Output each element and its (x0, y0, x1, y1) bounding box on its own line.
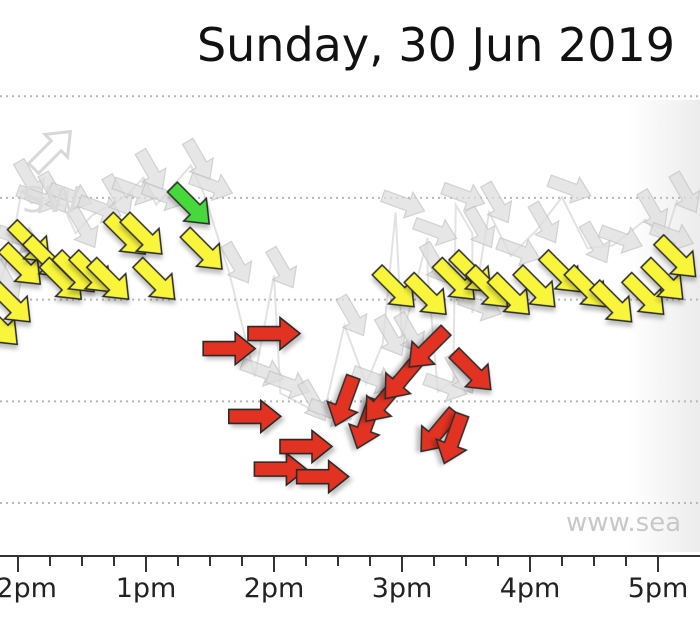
legend-arrow-shape (26, 129, 73, 176)
wind-arrow-yellow (179, 226, 223, 270)
wind-arrow-yellow (431, 256, 476, 301)
wind-arrow-green (166, 181, 211, 225)
trail-arrow (373, 313, 406, 357)
trail-arrow (546, 174, 592, 204)
trail-arrow (479, 180, 513, 224)
wind-arrow-yellow (131, 256, 176, 301)
wind-arrow-red (247, 315, 302, 352)
wind-arrow-red (326, 373, 361, 427)
trail-arrow (597, 224, 643, 254)
wind-arrow-yellow (0, 301, 19, 346)
trail-arrow (422, 372, 468, 403)
wind-arrow-red (434, 411, 470, 465)
wind-arrow-yellow (652, 233, 697, 278)
wind-arrow-yellow (85, 256, 130, 301)
wind-arrow-red (279, 428, 334, 465)
wind-arrow-yellow (371, 263, 415, 308)
wind-arrow-red (202, 330, 257, 367)
wind-arrow-yellow (403, 271, 447, 316)
x-tick-label: 1pm (115, 573, 177, 604)
wind-arrow-yellow (511, 263, 556, 308)
x-tick-label: 5pm (627, 573, 689, 604)
wind-arrow-yellow (639, 256, 684, 301)
x-tick-label: 12pm (0, 573, 57, 604)
trail-arrow (463, 205, 496, 249)
wind-arrow-yellow (620, 271, 665, 316)
x-axis (0, 555, 700, 572)
night-shading (628, 100, 700, 552)
trail-arrow (495, 236, 541, 267)
wind-arrow-yellow (486, 271, 531, 316)
wind-arrow-yellow (0, 241, 42, 286)
x-tick-label: 4pm (499, 573, 561, 604)
trail-arrow (66, 205, 99, 249)
trail-arrow (648, 221, 695, 252)
trail-arrow (527, 200, 560, 244)
trail-arrow (187, 171, 234, 202)
wind-arrow-yellow (0, 278, 31, 323)
wind-arrow-red (408, 324, 453, 368)
direction-legend-icon (26, 129, 73, 176)
wind-arrow-red (447, 346, 492, 391)
wind-arrow-yellow (118, 211, 163, 255)
trail-arrow (220, 240, 253, 284)
trail-arrow (668, 170, 700, 214)
wind-arrow-red (228, 398, 283, 435)
direction-legend-label: SW (22, 180, 81, 221)
chart-title: Sunday, 30 Jun 2019 (196, 18, 676, 72)
trail-arrow (379, 189, 426, 219)
wind-arrow-yellow (588, 278, 633, 323)
trail-arrow (440, 181, 486, 212)
trail-arrow (411, 216, 458, 247)
wind-arrow-red (295, 459, 350, 495)
x-tick-label: 3pm (371, 573, 433, 604)
x-tick-label: 2pm (243, 573, 305, 604)
trail-arrow (264, 245, 298, 289)
wind-arrows (0, 181, 697, 495)
trail-arrow (264, 370, 311, 400)
trail-arrow (335, 293, 368, 337)
trail-arrow (101, 172, 134, 216)
trail-arrow (578, 220, 611, 264)
watermark: www.sea (566, 508, 682, 538)
